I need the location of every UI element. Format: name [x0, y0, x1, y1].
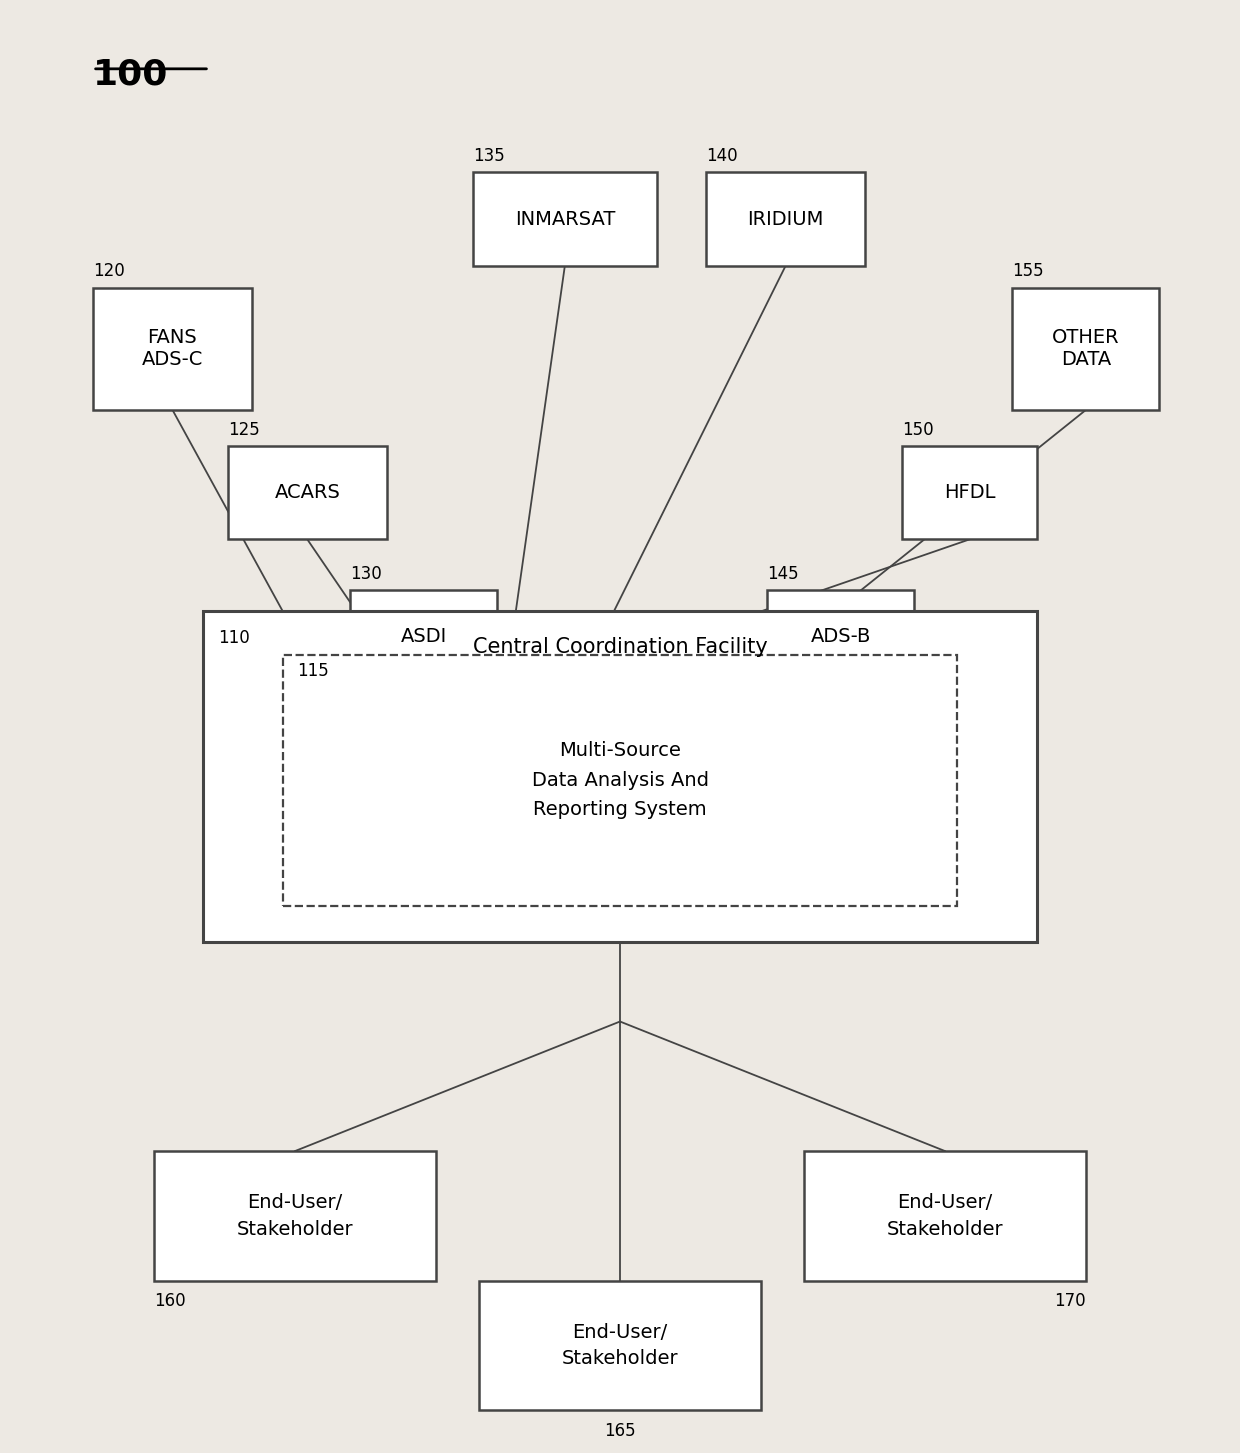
Text: 110: 110	[218, 629, 249, 647]
Text: 100: 100	[93, 57, 169, 92]
FancyBboxPatch shape	[350, 590, 497, 683]
Text: 150: 150	[901, 421, 934, 439]
FancyBboxPatch shape	[768, 590, 914, 683]
Text: 165: 165	[604, 1421, 636, 1440]
Text: 115: 115	[298, 661, 330, 680]
Text: 140: 140	[706, 147, 738, 166]
FancyBboxPatch shape	[228, 446, 387, 539]
FancyBboxPatch shape	[901, 446, 1037, 539]
Text: IRIDIUM: IRIDIUM	[748, 209, 823, 228]
Text: 125: 125	[228, 421, 259, 439]
Text: ADS-B: ADS-B	[811, 628, 870, 647]
Text: Multi-Source
Data Analysis And
Reporting System: Multi-Source Data Analysis And Reporting…	[532, 741, 708, 819]
Text: 155: 155	[1012, 263, 1044, 280]
FancyBboxPatch shape	[804, 1151, 1086, 1280]
FancyBboxPatch shape	[93, 288, 252, 410]
Text: HFDL: HFDL	[944, 484, 996, 503]
Text: ASDI: ASDI	[401, 628, 446, 647]
Text: End-User/
Stakeholder: End-User/ Stakeholder	[887, 1193, 1003, 1238]
FancyBboxPatch shape	[283, 654, 957, 907]
FancyBboxPatch shape	[154, 1151, 436, 1280]
Text: End-User/
Stakeholder: End-User/ Stakeholder	[237, 1193, 353, 1238]
FancyBboxPatch shape	[706, 173, 866, 266]
Text: 130: 130	[350, 565, 382, 583]
Text: 160: 160	[154, 1292, 186, 1311]
Text: ACARS: ACARS	[274, 484, 340, 503]
FancyBboxPatch shape	[203, 612, 1037, 943]
Text: INMARSAT: INMARSAT	[515, 209, 615, 228]
Text: Central Coordination Facility: Central Coordination Facility	[472, 638, 768, 657]
Text: 120: 120	[93, 263, 124, 280]
Text: 145: 145	[768, 565, 799, 583]
FancyBboxPatch shape	[1012, 288, 1159, 410]
Text: FANS
ADS-C: FANS ADS-C	[141, 328, 203, 369]
FancyBboxPatch shape	[472, 173, 657, 266]
Text: End-User/
Stakeholder: End-User/ Stakeholder	[562, 1322, 678, 1369]
FancyBboxPatch shape	[479, 1280, 761, 1409]
Text: OTHER
DATA: OTHER DATA	[1052, 328, 1120, 369]
Text: 170: 170	[1054, 1292, 1086, 1311]
Text: 135: 135	[472, 147, 505, 166]
